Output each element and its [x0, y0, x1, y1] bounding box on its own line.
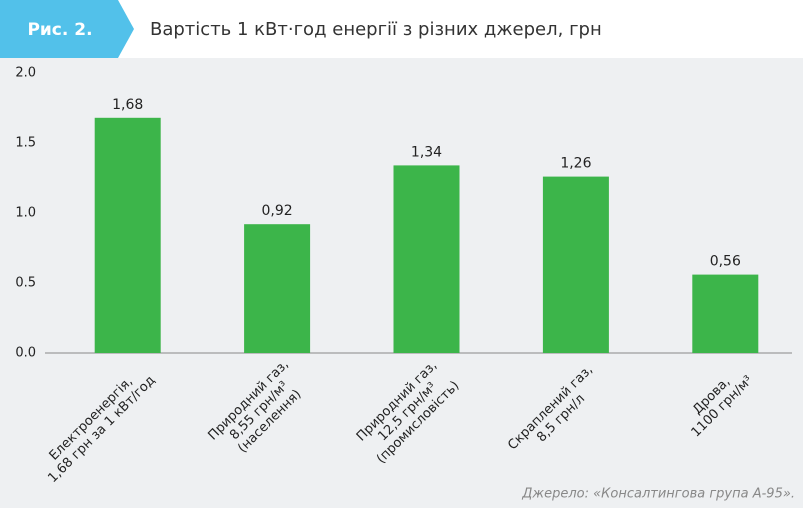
source-note: Джерело: «Консалтингова група А-95».	[521, 487, 795, 502]
value-label: 0,56	[710, 254, 741, 270]
bar	[692, 274, 759, 353]
bar	[542, 176, 609, 353]
figure-label: Рис. 2.	[27, 20, 92, 40]
y-tick-label: 1.5	[15, 136, 36, 151]
bar	[244, 224, 311, 353]
bar	[94, 117, 161, 353]
chart-title: Вартість 1 кВт·год енергії з різних джер…	[150, 19, 602, 40]
y-tick-label: 0.5	[15, 276, 36, 291]
bar	[393, 165, 460, 353]
figure-tag	[0, 0, 134, 58]
value-label: 1,26	[560, 156, 591, 172]
y-tick-label: 1.0	[15, 206, 36, 221]
y-tick-label: 2.0	[15, 66, 36, 81]
value-label: 1,34	[411, 144, 442, 160]
value-label: 0,92	[262, 203, 293, 219]
y-tick-label: 0.0	[15, 346, 36, 361]
value-label: 1,68	[112, 97, 143, 113]
